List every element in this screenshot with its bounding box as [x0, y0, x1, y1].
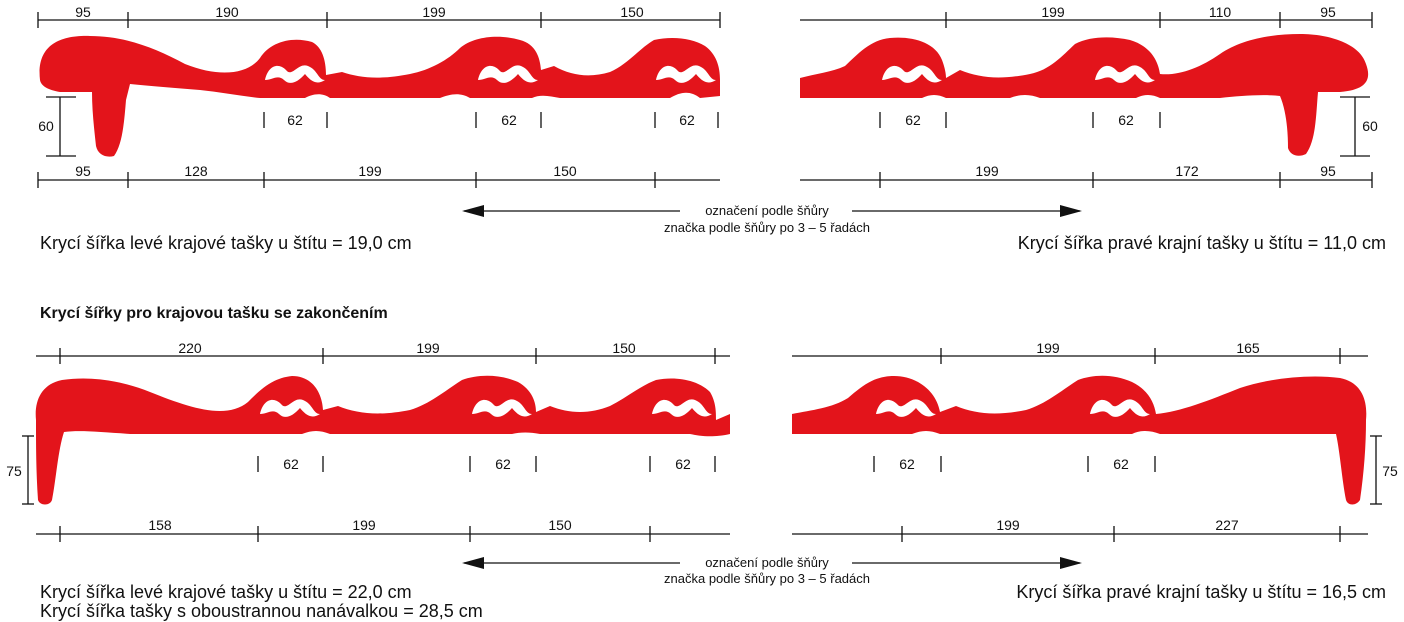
top-right-tile-shape — [800, 34, 1369, 156]
bottom-left-height-dim: 75 — [6, 463, 22, 479]
bottom-left-bottom-dim-3: 150 — [548, 517, 572, 533]
top-arrow-label-1: označení podle šňůry — [705, 203, 829, 218]
top-left-height-dim: 60 — [38, 118, 54, 134]
bottom-caption-right: Krycí šířka pravé krajní tašky u štítu =… — [1016, 582, 1386, 602]
top-left-bottom-dim-1: 95 — [75, 163, 91, 179]
top-left-profile: 95 190 199 150 60 62 62 — [37, 4, 721, 188]
bottom-left-interlocks — [260, 399, 712, 417]
bottom-caption-left-2: Krycí šířka tašky s oboustrannou nanával… — [40, 601, 483, 621]
top-right-interlocks — [882, 65, 1155, 83]
bottom-right-lock-dim-2: 62 — [1113, 456, 1129, 472]
top-left-bottom-dim-4: 150 — [553, 163, 577, 179]
bottom-string-arrow: označení podle šňůry značka podle šňůry … — [462, 555, 1082, 586]
bottom-left-lock-dim-1: 62 — [283, 456, 299, 472]
bottom-left-bottom-dim-2: 199 — [352, 517, 376, 533]
bottom-left-lock-dim-2: 62 — [495, 456, 511, 472]
bottom-left-top-dim-2: 199 — [416, 340, 440, 356]
bottom-left-tile-shape — [35, 375, 731, 505]
bottom-right-profile: 199 165 75 62 62 199 227 — [792, 340, 1398, 542]
top-right-lock-dim-2: 62 — [1118, 112, 1134, 128]
bottom-left-profile: 220 199 150 75 62 62 62 — [6, 340, 731, 542]
bottom-right-bottom-dim-2: 227 — [1215, 517, 1239, 533]
bottom-arrow-label-2: značka podle šňůry po 3 – 5 řadách — [664, 571, 870, 586]
bottom-arrow-label-1: označení podle šňůry — [705, 555, 829, 570]
top-left-top-dim-2: 190 — [215, 4, 239, 20]
top-right-bottom-dim-2: 172 — [1175, 163, 1199, 179]
top-right-bottom-dim-3: 95 — [1320, 163, 1336, 179]
bottom-caption-left-1: Krycí šířka levé krajové tašky u štítu =… — [40, 582, 412, 602]
top-right-lock-dim-1: 62 — [905, 112, 921, 128]
top-left-interlocks — [265, 65, 716, 83]
top-right-height-dim: 60 — [1362, 118, 1378, 134]
bottom-right-height-dim: 75 — [1382, 463, 1398, 479]
top-right-top-dim-3: 95 — [1320, 4, 1336, 20]
top-left-lock-dim-1: 62 — [287, 112, 303, 128]
top-left-top-dim-3: 199 — [422, 4, 446, 20]
top-right-top-dim-2: 110 — [1209, 4, 1232, 20]
bottom-left-top-dim-3: 150 — [612, 340, 636, 356]
bottom-left-top-dim-1: 220 — [178, 340, 202, 356]
top-right-profile: 199 110 95 60 62 62 — [800, 4, 1378, 188]
bottom-right-tile-shape — [792, 375, 1367, 505]
top-right-top-dim-1: 199 — [1041, 4, 1065, 20]
top-left-bottom-dim-3: 199 — [358, 163, 382, 179]
top-left-top-dim-4: 150 — [620, 4, 644, 20]
bottom-right-top-dim-1: 199 — [1036, 340, 1060, 356]
top-left-tile-shape — [39, 35, 721, 157]
bottom-left-lock-dim-3: 62 — [675, 456, 691, 472]
bottom-right-top-dim-2: 165 — [1236, 340, 1260, 356]
section-title: Krycí šířky pro krajovou tašku se zakonč… — [40, 305, 388, 322]
top-caption-left: Krycí šířka levé krajové tašky u štítu =… — [40, 233, 412, 253]
bottom-left-bottom-dim-1: 158 — [148, 517, 172, 533]
bottom-right-lock-dim-1: 62 — [899, 456, 915, 472]
top-right-bottom-dim-1: 199 — [975, 163, 999, 179]
top-left-lock-dim-3: 62 — [679, 112, 695, 128]
bottom-right-interlocks — [876, 399, 1150, 417]
top-left-bottom-dim-2: 128 — [184, 163, 208, 179]
top-left-lock-dim-2: 62 — [501, 112, 517, 128]
top-left-top-dim-1: 95 — [75, 4, 91, 20]
bottom-right-bottom-dim-1: 199 — [996, 517, 1020, 533]
top-string-arrow: označení podle šňůry značka podle šňůry … — [462, 203, 1082, 235]
top-arrow-label-2: značka podle šňůry po 3 – 5 řadách — [664, 220, 870, 235]
top-caption-right: Krycí šířka pravé krajní tašky u štítu =… — [1018, 233, 1386, 253]
